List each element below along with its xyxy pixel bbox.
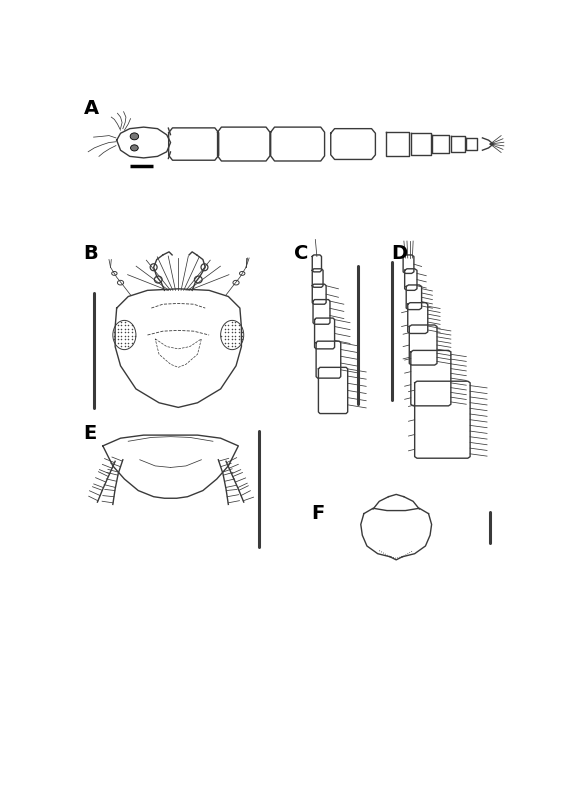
Text: F: F: [311, 504, 325, 523]
Text: B: B: [83, 244, 99, 263]
Ellipse shape: [130, 133, 139, 140]
Ellipse shape: [131, 145, 138, 151]
Text: D: D: [392, 244, 408, 263]
Text: A: A: [83, 100, 99, 118]
Text: E: E: [83, 424, 97, 443]
Text: C: C: [294, 244, 308, 263]
